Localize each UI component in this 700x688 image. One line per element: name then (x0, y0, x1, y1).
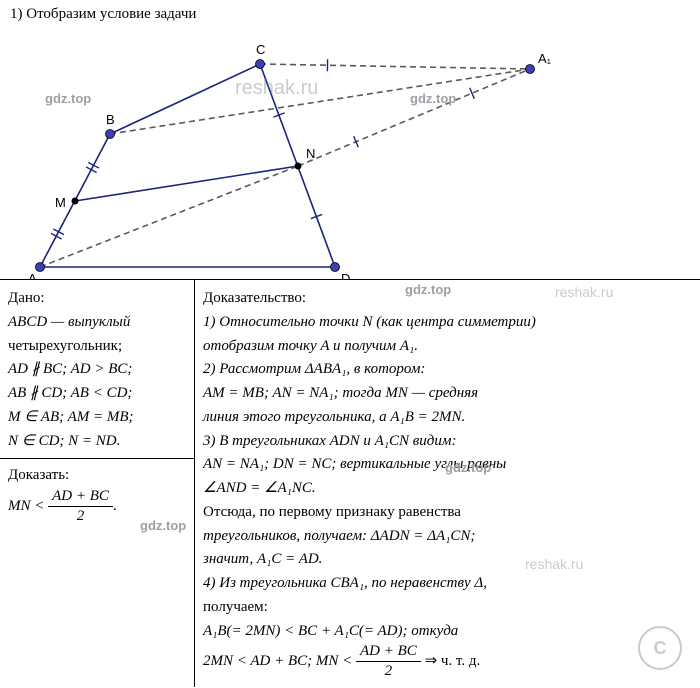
proof-conclusion: 2MN < AD + BC; MN < AD + BC 2 ⇒ ч. т. д. (203, 644, 692, 679)
svg-text:A₁: A₁ (538, 51, 552, 66)
svg-text:A: A (28, 271, 37, 279)
proof-line: отобразим точку A и получим A₁. (203, 336, 692, 358)
given-line: M ∈ AB; AM = MB; (8, 407, 186, 429)
proof-line: получаем: (203, 597, 692, 619)
geometry-diagram: ABCDA₁MN gdz.top gdz.top reshak.ru (0, 29, 700, 279)
content-table: Дано: ABCD — выпуклый четырехугольник; A… (0, 279, 700, 687)
svg-text:C: C (256, 42, 265, 57)
proof-column: Доказательство: 1) Относительно точки N … (195, 280, 700, 687)
prove-expression: MN < AD + BC 2 . (8, 489, 186, 524)
given-heading: Дано: (8, 288, 186, 310)
problem-header: 1) Отобразим условие задачи (0, 0, 700, 29)
fraction: AD + BC 2 (356, 644, 421, 679)
proof-line: линия этого треугольника, а A₁B = 2MN. (203, 407, 692, 429)
diagram-svg: A B C D A₁ M N (0, 29, 700, 279)
proof-line: A₁B(= 2MN) < BC + A₁C(= AD); откуда (203, 621, 692, 643)
proof-line: Отсюда, по первому признаку равенства (203, 502, 692, 524)
copyright-icon: C (638, 626, 682, 670)
divider (0, 458, 194, 459)
proof-line: значит, A₁C = AD. (203, 549, 692, 571)
given-line: четырехугольник; (8, 336, 186, 358)
proof-line: 2) Рассмотрим ΔABA₁, в котором: (203, 359, 692, 381)
proof-heading: Доказательство: (203, 288, 692, 310)
fraction: AD + BC 2 (48, 489, 113, 524)
svg-text:B: B (106, 112, 115, 127)
svg-text:N: N (306, 146, 315, 161)
svg-text:D: D (341, 271, 350, 279)
proof-line: 3) В треугольниках ADN и A₁CN видим: (203, 431, 692, 453)
proof-line: AN = NA₁; DN = NC; вертикальные углы рав… (203, 454, 692, 476)
given-line: AB ∦ CD; AB < CD; (8, 383, 186, 405)
proof-line: 4) Из треугольника CBA₁, по неравенству … (203, 573, 692, 595)
given-line: AD ∦ BC; AD > BC; (8, 359, 186, 381)
svg-text:M: M (55, 195, 66, 210)
prove-heading: Доказать: (8, 465, 186, 487)
proof-line: ∠AND = ∠A₁NC. (203, 478, 692, 500)
given-line: N ∈ CD; N = ND. (8, 431, 186, 453)
given-column: Дано: ABCD — выпуклый четырехугольник; A… (0, 280, 195, 687)
header-title: 1) Отобразим условие задачи (10, 6, 196, 22)
given-line: ABCD — выпуклый (8, 312, 186, 334)
proof-line: 1) Относительно точки N (как центра симм… (203, 312, 692, 334)
proof-line: AM = MB; AN = NA₁; тогда MN — средняя (203, 383, 692, 405)
proof-line: треугольников, получаем: ΔADN = ΔA₁CN; (203, 526, 692, 548)
